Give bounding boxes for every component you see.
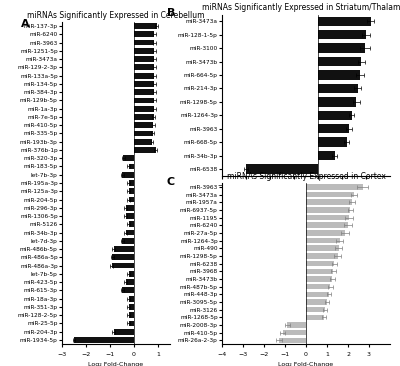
Bar [283,330,306,335]
Bar [306,184,363,190]
X-axis label: Log₂ Fold-Change: Log₂ Fold-Change [88,362,144,366]
Bar [306,253,338,258]
Bar [126,229,134,235]
Text: B: B [166,8,175,18]
Bar [306,299,327,305]
Text: C: C [166,176,175,187]
Bar [318,44,365,53]
Bar [318,111,352,120]
Bar [134,147,156,153]
Bar [126,279,134,285]
Bar [318,124,349,134]
Bar [246,164,318,174]
Bar [134,81,154,87]
Bar [129,197,134,202]
Bar [134,89,154,95]
Bar [134,23,157,29]
Bar [306,284,330,289]
Bar [134,139,152,145]
Bar [126,205,134,211]
Bar [134,48,154,54]
Bar [306,314,324,320]
Bar [306,192,354,197]
Bar [306,207,350,213]
Title: miRNAs Significantly Expressed in Cortex: miRNAs Significantly Expressed in Cortex [226,172,386,181]
Bar [112,263,134,269]
X-axis label: Log₂ Fold-Change: Log₂ Fold-Change [278,194,334,199]
Bar [122,238,134,244]
Bar [129,180,134,186]
Bar [306,223,348,228]
Bar [114,246,134,252]
Bar [126,213,134,219]
Bar [306,276,332,281]
Bar [306,215,349,220]
Bar [318,97,356,107]
Bar [129,221,134,227]
Bar [306,307,325,312]
Bar [134,31,154,37]
Bar [129,312,134,318]
Bar [318,151,335,160]
Bar [318,57,361,66]
Bar [279,337,306,343]
Bar [318,138,347,147]
Bar [122,287,134,293]
Bar [134,40,154,45]
Bar [306,291,329,297]
Bar [134,106,154,112]
Bar [114,329,134,335]
Bar [306,246,338,251]
Bar [112,254,134,260]
Bar [134,97,154,103]
Bar [306,269,333,274]
Bar [306,261,334,266]
Bar [287,322,306,328]
Bar [134,73,154,79]
X-axis label: Log₂ Fold-Change: Log₂ Fold-Change [278,362,334,366]
Bar [134,131,153,137]
Bar [74,337,134,343]
Bar [129,321,134,326]
Title: miRNAs Significantly Expressed in Cerebellum: miRNAs Significantly Expressed in Cerebe… [27,11,205,20]
Bar [306,199,352,205]
Bar [129,296,134,302]
Bar [134,114,154,120]
Bar [134,122,153,128]
Bar [122,172,134,178]
Bar [129,164,134,169]
Bar [306,230,345,236]
Bar [129,304,134,310]
Bar [318,30,366,40]
Bar [129,188,134,194]
Title: miRNAs Significantly Expressed in Striatum/Thalamus: miRNAs Significantly Expressed in Striat… [202,3,400,12]
Bar [123,155,134,161]
Bar [318,84,358,93]
Bar [306,238,340,243]
Bar [129,271,134,277]
Bar [134,64,154,70]
Bar [318,17,371,26]
Bar [134,56,154,62]
Bar [318,70,360,80]
Text: A: A [21,19,30,29]
